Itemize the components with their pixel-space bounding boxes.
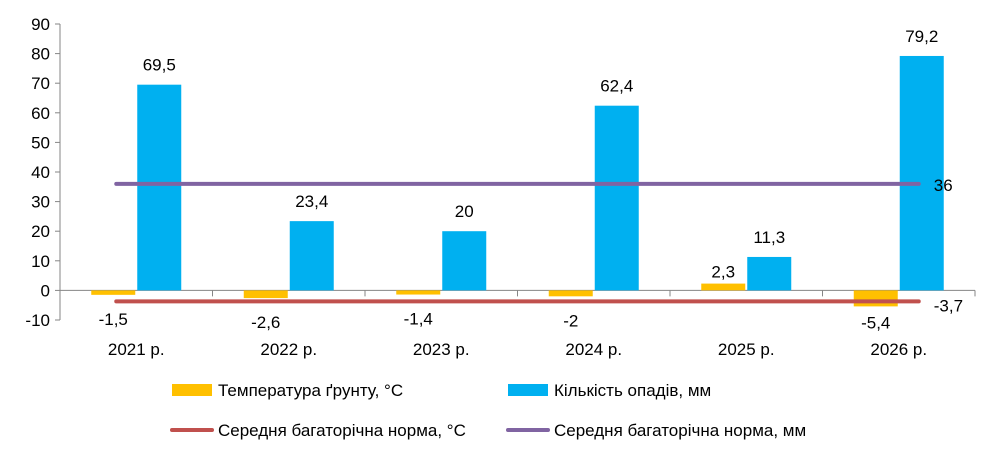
bars xyxy=(91,55,944,307)
legend-label: Середня багаторічна норма, °С xyxy=(218,421,466,440)
category-label: 2024 р. xyxy=(565,340,622,359)
precipitation-bar xyxy=(289,221,334,291)
precipitation-bar xyxy=(899,55,944,291)
temperature-bar xyxy=(701,283,746,291)
legend-label: Температура ґрунту, °С xyxy=(218,381,403,400)
data-labels: -1,5 -2,6 -1,4 -2 2,3 -5,4 69,5 23,4 20 62,4 11,3 7… xyxy=(99,27,963,332)
temperature-value-label: -2,6 xyxy=(251,313,280,332)
precipitation-value-label: 23,4 xyxy=(295,192,328,211)
temperature-bar xyxy=(853,290,898,307)
category-label: 2022 р. xyxy=(260,340,317,359)
legend-label: Середня багаторічна норма, мм xyxy=(554,421,806,440)
y-tick-label: 90 xyxy=(31,15,50,34)
temperature-bar xyxy=(243,290,288,299)
temperature-value-label: 2,3 xyxy=(711,263,735,282)
temperature-bar xyxy=(548,290,593,297)
legend-swatch xyxy=(508,384,548,396)
y-tick-label: -10 xyxy=(25,311,50,330)
y-tick-label: 30 xyxy=(31,193,50,212)
legend-label: Кількість опадів, мм xyxy=(554,381,711,400)
precipitation-bar xyxy=(137,84,182,291)
precipitation-value-label: 62,4 xyxy=(600,77,633,96)
y-tick-label: 40 xyxy=(31,163,50,182)
category-label: 2026 р. xyxy=(870,340,927,359)
temperature-bar xyxy=(91,290,136,295)
precipitation-value-label: 20 xyxy=(455,202,474,221)
category-label: 2023 р. xyxy=(413,340,470,359)
precipitation-value-label: 69,5 xyxy=(143,56,176,75)
temperature-bar xyxy=(396,290,441,295)
y-tick-label: 80 xyxy=(31,45,50,64)
temperature-value-label: -1,4 xyxy=(404,310,433,329)
y-tick-label: 10 xyxy=(31,252,50,271)
norm-precipitation-label: 36 xyxy=(934,176,953,195)
norm-lines xyxy=(114,181,921,304)
temperature-value-label: -2 xyxy=(563,311,578,330)
temperature-value-label: -1,5 xyxy=(99,310,128,329)
y-tick-label: 60 xyxy=(31,104,50,123)
y-tick-label: 20 xyxy=(31,222,50,241)
y-tick-label: 50 xyxy=(31,133,50,152)
legend-swatch xyxy=(172,384,212,396)
category-label: 2021 р. xyxy=(108,340,165,359)
category-label: 2025 р. xyxy=(718,340,775,359)
y-tick-label: 70 xyxy=(31,74,50,93)
precipitation-bar xyxy=(442,231,487,291)
precipitation-bar xyxy=(594,105,639,291)
norm-temperature-label: -3,7 xyxy=(934,296,963,315)
temperature-value-label: -5,4 xyxy=(861,313,890,332)
precipitation-bar xyxy=(747,256,792,291)
precipitation-value-label: 79,2 xyxy=(905,27,938,46)
precipitation-value-label: 11,3 xyxy=(753,228,785,247)
y-tick-label: 0 xyxy=(41,281,50,300)
legend: Температура ґрунту, °С Кількість опадів, … xyxy=(170,381,806,440)
